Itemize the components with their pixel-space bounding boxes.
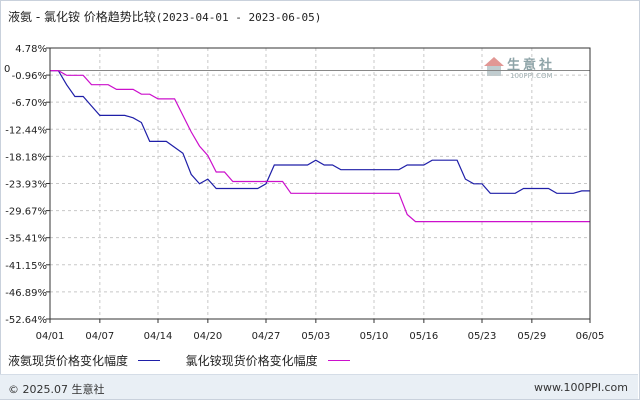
x-tick-label: 05/23: [468, 331, 497, 342]
x-tick-label: 05/10: [360, 331, 389, 342]
x-tick-label: 04/07: [85, 331, 114, 342]
legend-series1-label: 液氨现货价格变化幅度: [8, 354, 129, 368]
x-tick-labels: 04/01 04/07 04/14 04/20 04/27 05/03 05/10 05/16…: [36, 331, 605, 342]
axes: [46, 47, 591, 323]
grid-lines: [49, 47, 591, 320]
watermark-url: 100PPI.COM: [510, 72, 553, 80]
legend: 液氨现货价格变化幅度 氯化铵现货价格变化幅度: [8, 352, 372, 369]
title-date-range: (2023-04-01 - 2023-06-05): [155, 11, 322, 24]
legend-series2-swatch: [327, 360, 350, 361]
series-line-1: [50, 69, 590, 194]
watermark-text: 生意社: [507, 58, 556, 73]
zero-baseline-label: 0: [4, 64, 11, 75]
chart-title: 液氨 - 氯化铵 价格趋势比较(2023-04-01 - 2023-06-05): [8, 8, 321, 25]
y-tick-label: -52.64%: [5, 315, 47, 326]
y-tick-label: -18.18%: [5, 152, 47, 163]
y-tick-labels: 4.78% -0.96% -6.70% -12.44% -18.18% -23.93% -2…: [5, 44, 47, 326]
site-link[interactable]: www.100PPI.com: [534, 381, 628, 394]
x-tick-label: 06/05: [576, 331, 605, 342]
x-tick-label: 04/14: [144, 331, 173, 342]
series-line-2: [50, 69, 590, 223]
legend-series2-label: 氯化铵现货价格变化幅度: [185, 354, 318, 368]
y-tick-label: -29.67%: [5, 207, 47, 218]
y-tick-label: -46.89%: [5, 288, 47, 299]
x-tick-label: 04/20: [193, 331, 222, 342]
title-main: 液氨 - 氯化铵 价格趋势比较: [8, 10, 156, 24]
copyright-text: © 2025.07 生意社: [8, 383, 105, 396]
y-tick-label: -12.44%: [5, 125, 47, 136]
legend-series1-swatch: [137, 360, 160, 361]
x-tick-label: 04/01: [36, 331, 65, 342]
x-tick-label: 05/29: [517, 331, 546, 342]
footer-bar: © 2025.07 生意社 www.100PPI.com: [0, 374, 638, 399]
x-tick-label: 04/27: [252, 331, 281, 342]
x-tick-label: 05/16: [409, 331, 438, 342]
plot-area-border: [49, 47, 591, 320]
y-tick-label: -23.93%: [5, 180, 47, 191]
y-tick-label: -6.70%: [12, 98, 47, 109]
series-lines: [50, 69, 590, 223]
y-tick-label: -0.96%: [12, 71, 47, 82]
y-tick-label: -41.15%: [5, 261, 47, 272]
x-tick-label: 05/03: [301, 331, 330, 342]
y-tick-label: -35.41%: [5, 234, 47, 245]
y-tick-label: 4.78%: [15, 44, 47, 55]
